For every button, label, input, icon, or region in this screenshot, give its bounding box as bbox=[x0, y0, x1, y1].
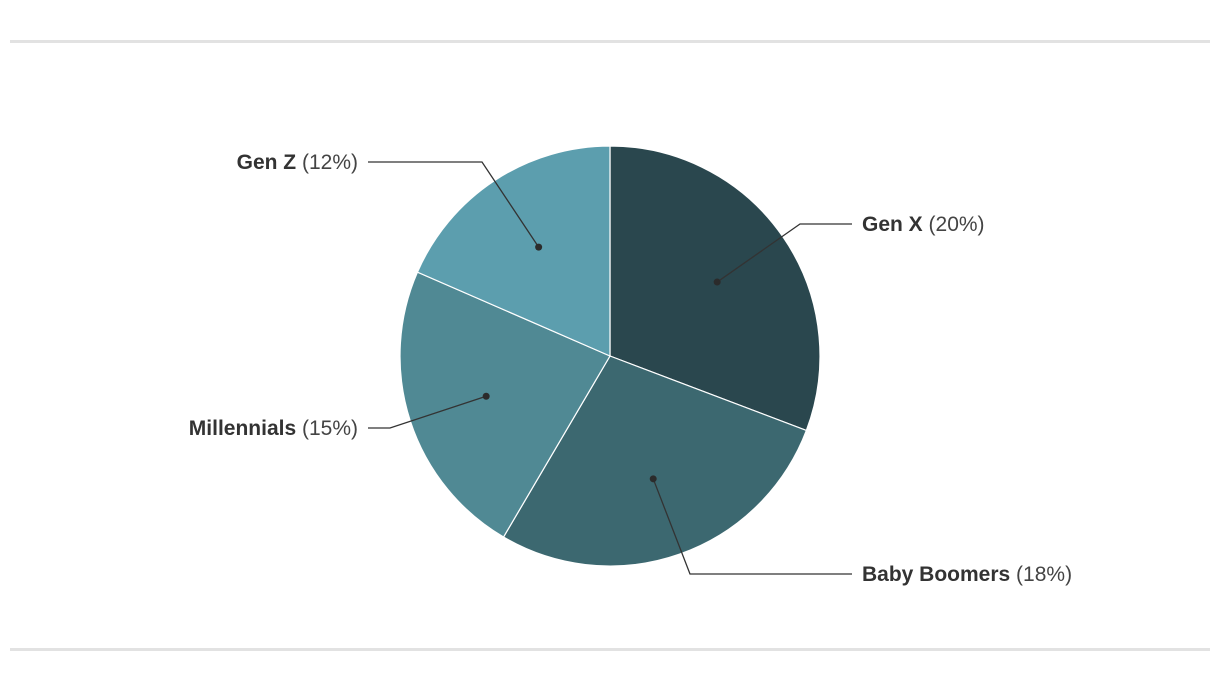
slice-label-gen-x: Gen X (20%) bbox=[862, 213, 985, 236]
slice-label-percent: (15%) bbox=[296, 417, 358, 440]
slice-label-percent: (20%) bbox=[923, 213, 985, 236]
leader-line-gen-x bbox=[716, 223, 852, 283]
top-divider bbox=[10, 40, 1210, 43]
bottom-divider bbox=[10, 648, 1210, 651]
leader-dot-baby-boomers bbox=[649, 475, 657, 483]
pie-slices bbox=[399, 145, 821, 567]
leader-dot-gen-z bbox=[535, 243, 543, 251]
leader-line-baby-boomers bbox=[652, 478, 852, 575]
slice-label-percent: (12%) bbox=[296, 151, 358, 174]
slice-label-name: Millennials bbox=[189, 417, 296, 440]
slice-label-millennials: Millennials (15%) bbox=[189, 417, 358, 440]
leader-dot-millennials bbox=[482, 392, 490, 400]
slice-label-percent: (18%) bbox=[1010, 563, 1072, 586]
slice-label-gen-z: Gen Z (12%) bbox=[237, 151, 358, 174]
leader-line-gen-z bbox=[368, 161, 540, 248]
slice-label-name: Gen Z bbox=[237, 151, 297, 174]
slice-label-name: Gen X bbox=[862, 213, 923, 236]
slice-label-baby-boomers: Baby Boomers (18%) bbox=[862, 563, 1072, 586]
leader-line-millennials bbox=[368, 395, 487, 429]
leader-lines bbox=[368, 161, 852, 575]
slice-labels: Gen X (20%) Baby Boomers (18%) Millennials… bbox=[189, 151, 1072, 586]
leader-dot-gen-x bbox=[713, 278, 721, 286]
slice-label-name: Baby Boomers bbox=[862, 563, 1010, 586]
